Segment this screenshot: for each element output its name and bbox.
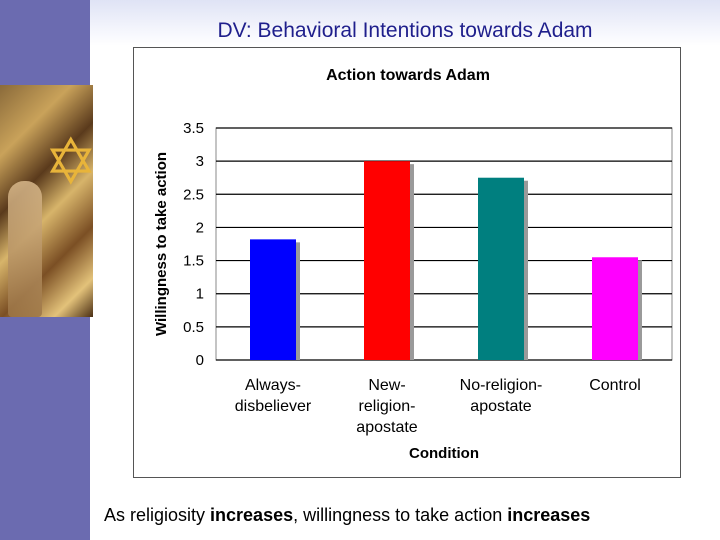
x-category-label: Always-disbeliever [235,377,312,415]
caption-emphasis-1: increases [210,505,294,525]
x-category-line: New- [368,377,405,394]
y-tick-label: 0.5 [183,319,204,336]
x-category-line: apostate [470,398,531,415]
statue-figure-graphic [8,181,42,317]
bar-0 [250,239,296,360]
chart-frame: Action towards Adam 0 0.5 1 1.5 2 2.5 3 3.5 Alw… [133,47,681,478]
y-tick-label: 1.5 [183,253,204,270]
x-category-line: No-religion- [460,377,543,394]
caption-text-2: , willingness to take action [293,505,508,525]
y-tick-label: 3 [196,153,204,170]
x-category-line: Always- [245,377,301,394]
bar-3 [592,257,638,360]
x-category-line: apostate [356,419,417,436]
bar-chart: Action towards Adam 0 0.5 1 1.5 2 2.5 3 3.5 Alw… [153,67,673,462]
x-category-line: religion- [359,398,416,415]
slide-title: DV: Behavioral Intentions towards Adam [217,19,593,42]
x-category-line: Control [589,377,641,394]
slide-caption: As religiosity increases, willingness to… [104,505,590,526]
y-tick-label: 2 [196,219,204,236]
y-tick-label: 3.5 [183,120,204,137]
chart-title: Action towards Adam [326,67,490,84]
x-category-label: No-religion-apostate [460,377,543,415]
x-axis-title: Condition [409,445,479,462]
caption-emphasis-2: increases [507,505,591,525]
y-tick-label: 2.5 [183,186,204,203]
y-tick-label: 0 [196,352,204,369]
x-category-line: disbeliever [235,398,312,415]
x-category-label: New-religion-apostate [356,377,417,436]
star-symbol-graphic: ✡ [44,126,93,200]
y-axis-title: Willingness to take action [153,152,170,336]
caption-text-1: As religiosity [104,505,211,525]
decorative-religious-image: ✡ [0,85,93,317]
bar-1 [364,161,410,360]
x-category-label: Control [589,377,641,394]
y-tick-label: 1 [196,286,204,303]
title-band [90,0,720,46]
bar-2 [478,177,524,360]
